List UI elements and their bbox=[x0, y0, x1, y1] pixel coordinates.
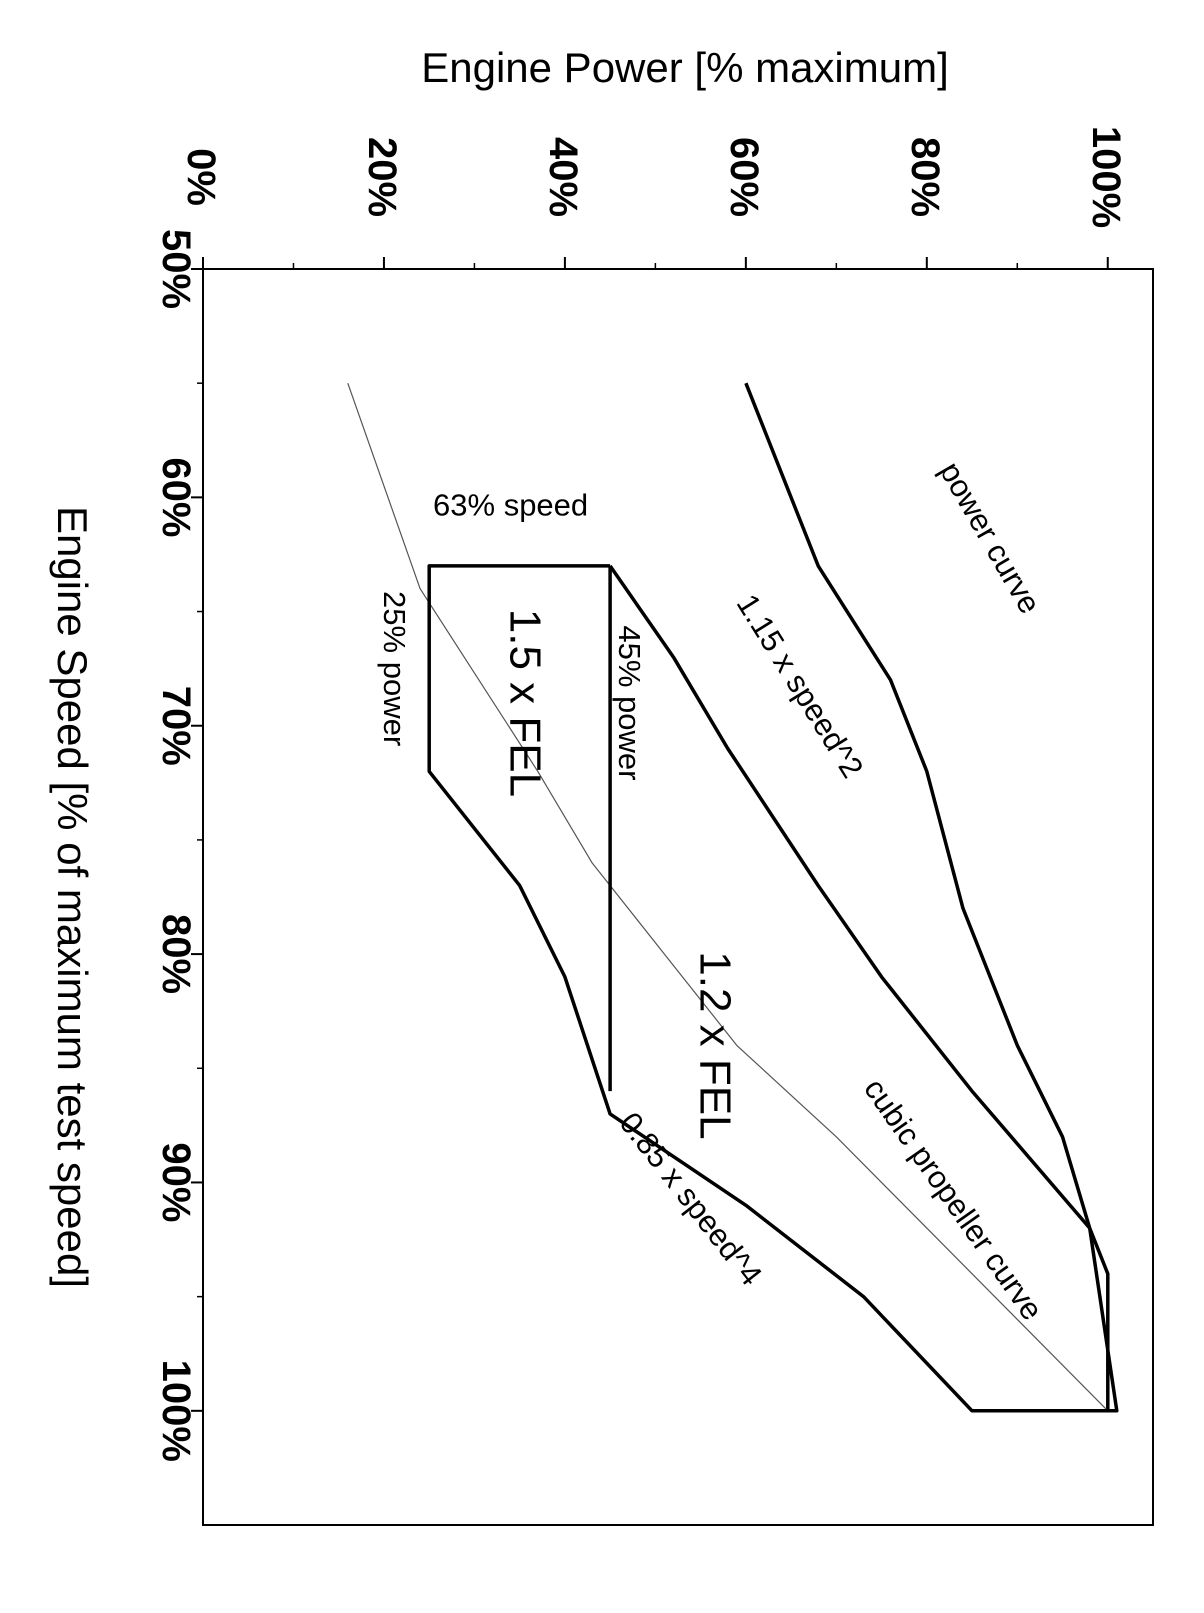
annotation-label: 63% speed bbox=[433, 488, 588, 523]
x-tick-label: 50% bbox=[154, 229, 198, 309]
annotation-label: 45% power bbox=[612, 625, 647, 780]
x-tick-label: 80% bbox=[154, 914, 198, 994]
annotation-label: 1.2 x FEL bbox=[691, 951, 740, 1139]
x-tick-label: 90% bbox=[154, 1142, 198, 1222]
y-tick-label: 20% bbox=[360, 137, 404, 217]
x-tick-label: 100% bbox=[154, 1360, 198, 1462]
tick-layer: 50% 60% 70% 80% 90% 100% 0% 20% 40% 60% 80% 100% bbox=[154, 126, 1128, 1462]
y-tick-label: 40% bbox=[541, 137, 585, 217]
plot-area bbox=[202, 268, 1154, 1526]
series-line bbox=[347, 383, 1109, 1412]
annotation-label: 25% power bbox=[377, 591, 412, 746]
series-layer bbox=[347, 382, 1119, 1413]
y-axis-title: Engine Power [% maximum] bbox=[421, 44, 949, 91]
x-axis-title: Engine Speed [% of maximum test speed] bbox=[49, 506, 96, 1288]
y-tick-label: 0% bbox=[179, 148, 223, 206]
annotation-label: 1.5 x FEL bbox=[501, 609, 550, 797]
y-tick-label: 100% bbox=[1084, 126, 1128, 228]
annotation-label: cubic propeller curve bbox=[857, 1072, 1050, 1326]
series-line bbox=[427, 564, 1119, 1413]
y-tick-label: 80% bbox=[903, 137, 947, 217]
series-line bbox=[744, 382, 1110, 1411]
series-line bbox=[608, 564, 1092, 1230]
x-tick-label: 60% bbox=[154, 457, 198, 537]
annotation-label: power curve bbox=[933, 456, 1048, 620]
x-tick-label: 70% bbox=[154, 686, 198, 766]
y-tick-label: 60% bbox=[722, 137, 766, 217]
